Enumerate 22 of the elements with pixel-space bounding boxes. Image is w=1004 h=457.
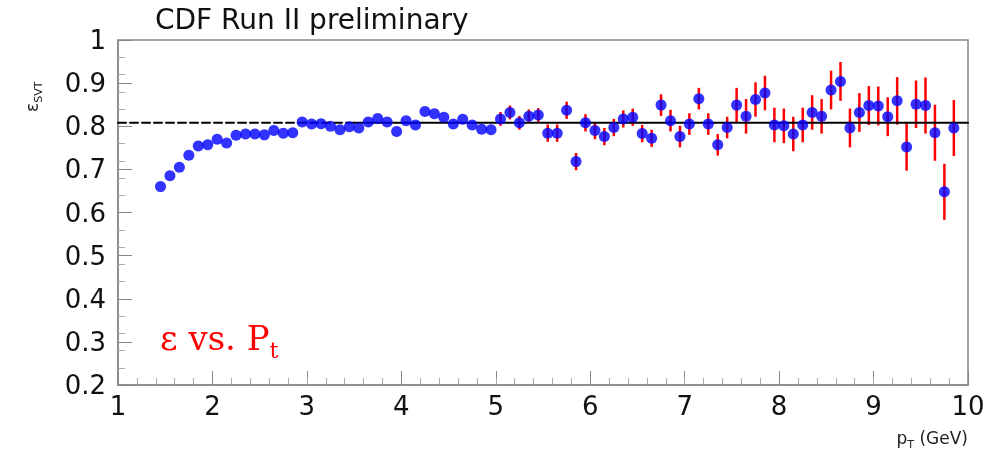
y-tick-label: 1 bbox=[89, 25, 106, 55]
x-tick-label: 6 bbox=[581, 391, 599, 421]
x-tick-label: 8 bbox=[770, 391, 788, 421]
x-tick-label: 9 bbox=[865, 391, 882, 421]
x-tick-label: 7 bbox=[676, 391, 693, 421]
x-tick-label: 2 bbox=[204, 391, 221, 421]
y-tick-label: 0.5 bbox=[64, 240, 106, 271]
y-tick-label: 0.9 bbox=[64, 68, 106, 99]
x-tick-label: 4 bbox=[393, 391, 410, 421]
x-tick-label: 5 bbox=[487, 391, 505, 421]
y-tick-label: 0.6 bbox=[64, 197, 106, 228]
y-tick-label: 0.2 bbox=[64, 370, 106, 400]
x-axis-title: p$_{T}$ (GeV) bbox=[896, 428, 968, 452]
x-tick-label: 10 bbox=[951, 391, 985, 421]
y-tick-label: 0.4 bbox=[64, 283, 106, 314]
y-tick-label: 0.7 bbox=[64, 154, 106, 185]
chart-title: CDF Run II preliminary bbox=[155, 2, 469, 36]
x-tick-label: 1 bbox=[109, 391, 127, 421]
y-tick-label: 0.8 bbox=[64, 111, 106, 142]
y-tick-label: 0.3 bbox=[64, 326, 106, 357]
x-tick-label: 3 bbox=[298, 391, 316, 421]
annotation: ε vs. P$_{t}$ bbox=[160, 318, 279, 363]
